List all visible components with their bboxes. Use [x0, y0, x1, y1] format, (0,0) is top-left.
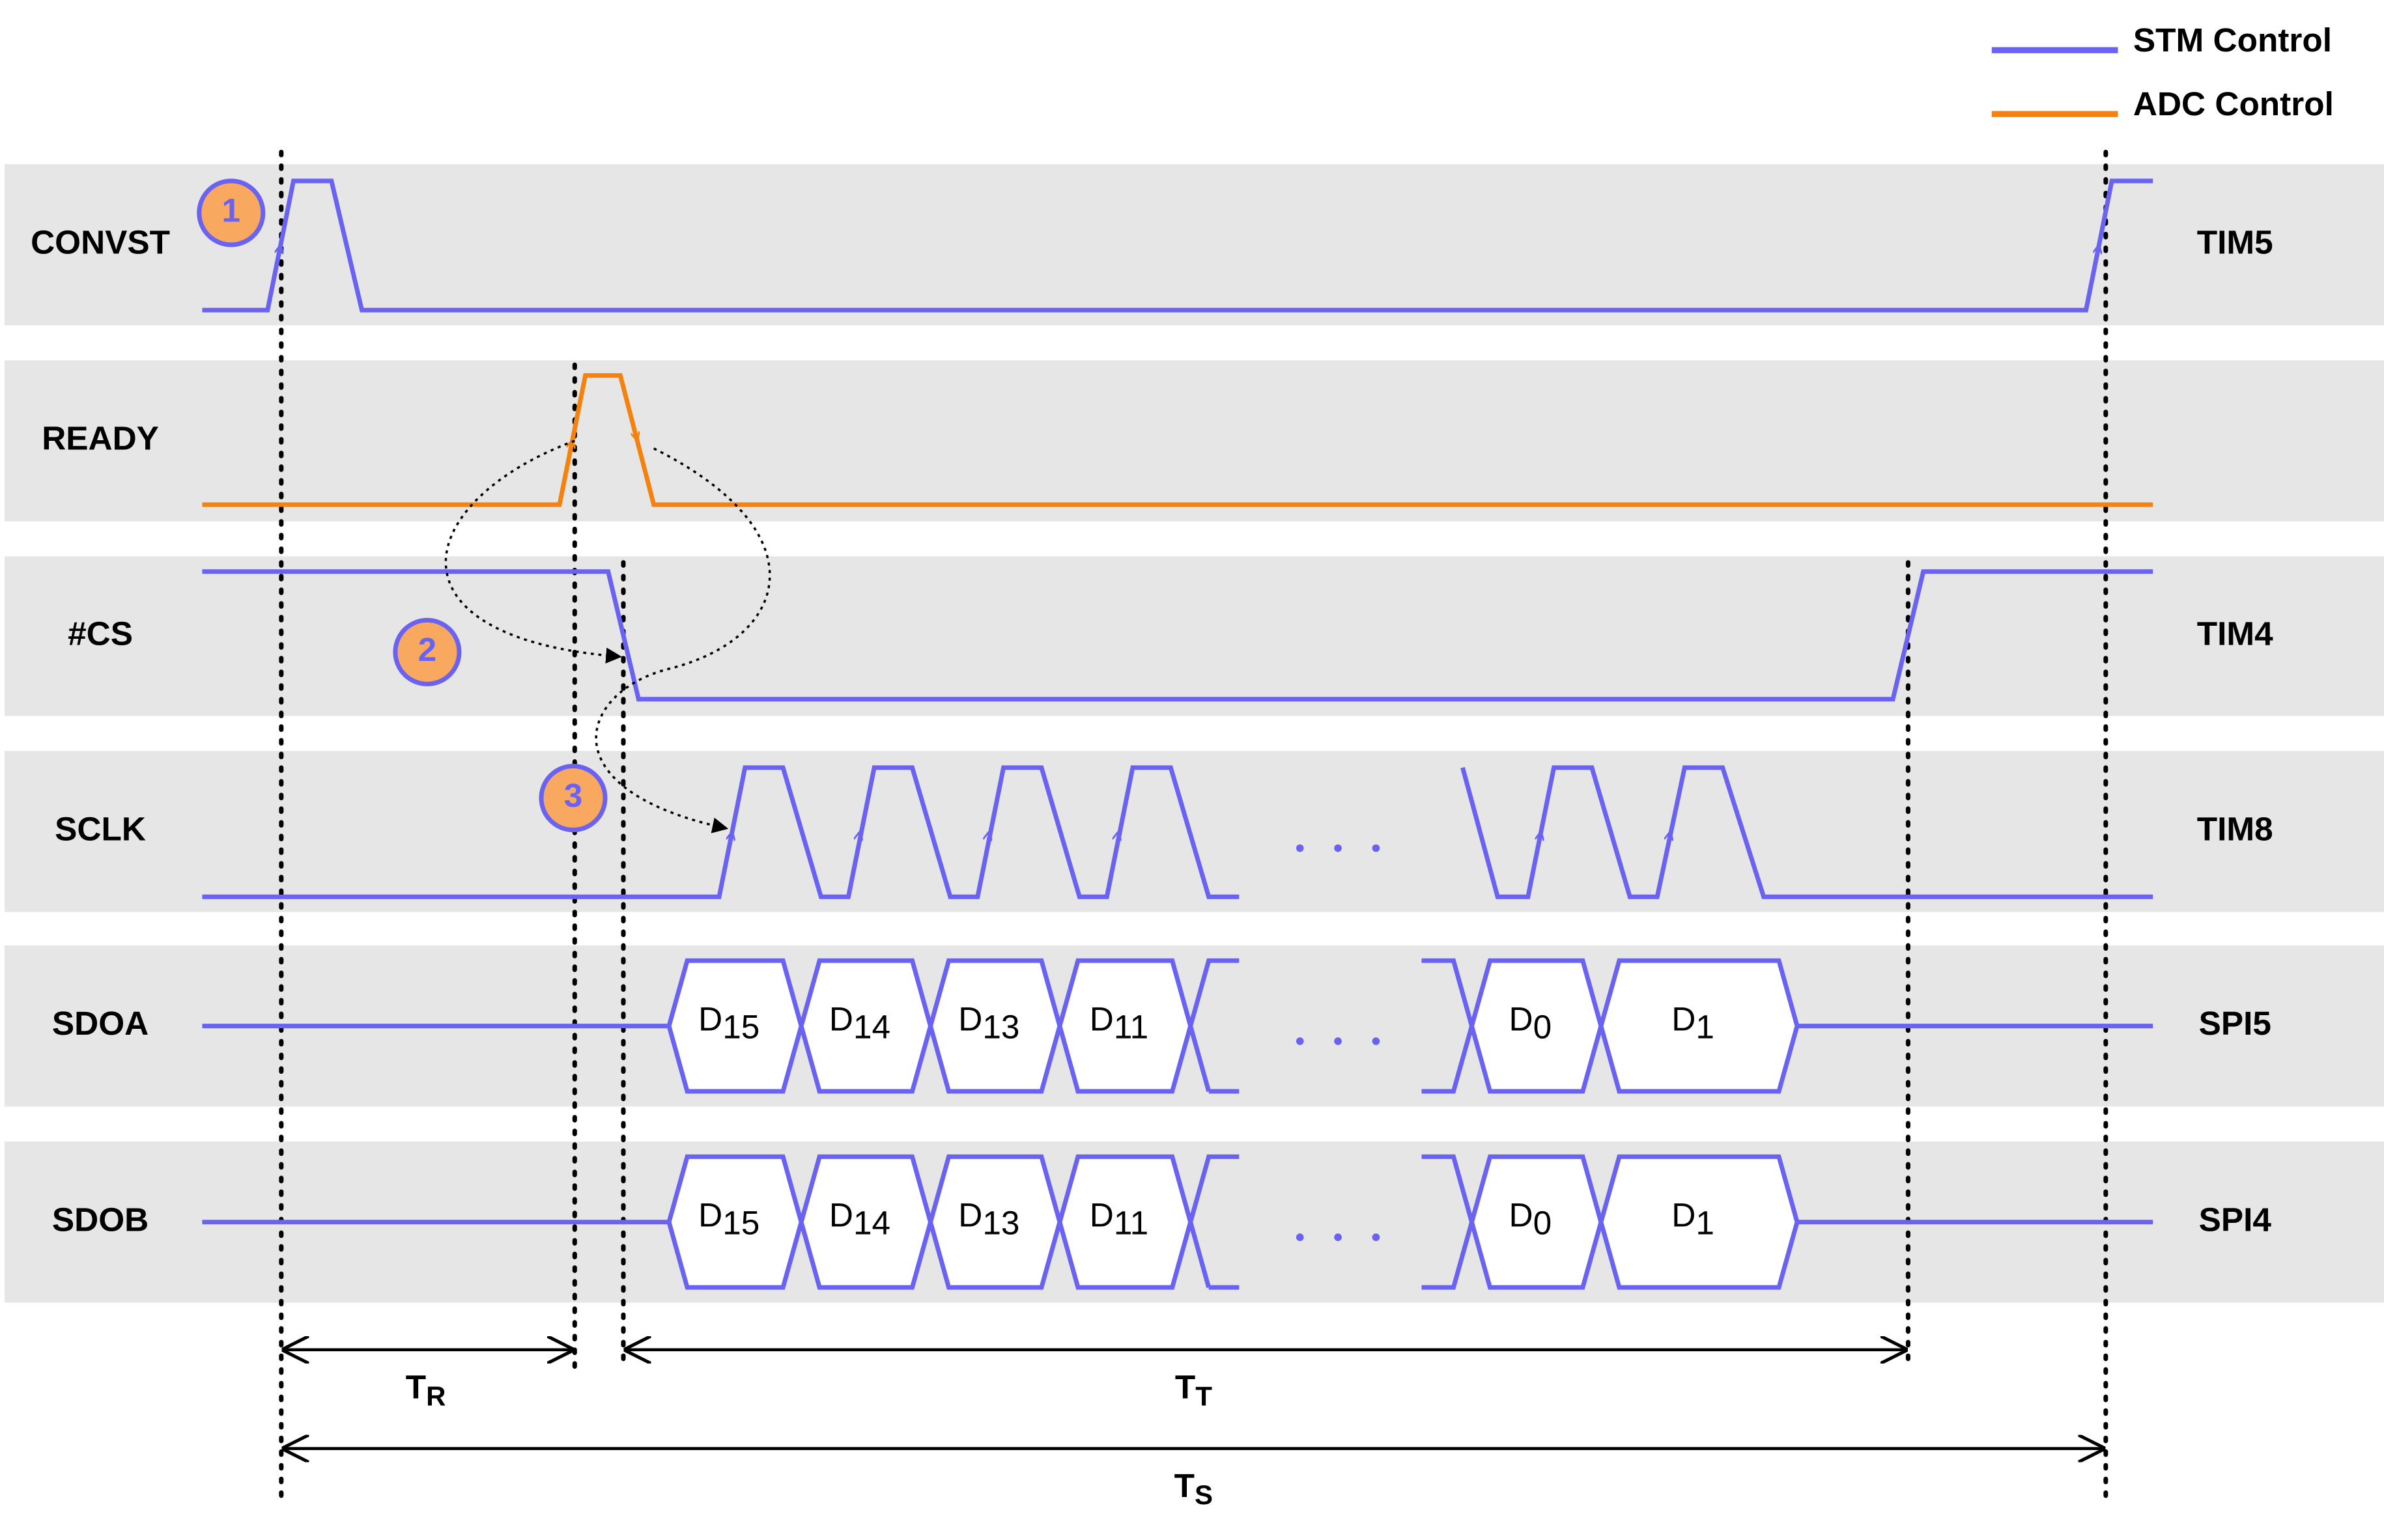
bus-partial	[1421, 958, 1475, 1094]
signal-label: SCLK	[55, 810, 146, 847]
data-label: D13	[958, 1000, 1019, 1045]
interval-label: TR	[406, 1368, 446, 1412]
data-label-main: D	[1509, 1000, 1533, 1037]
bus-partial	[1421, 1154, 1475, 1290]
data-label-sub: 0	[1533, 1204, 1552, 1241]
bus-partial	[1188, 1221, 1212, 1289]
ellipsis-dot	[1372, 1233, 1380, 1241]
data-label: D13	[958, 1196, 1019, 1241]
data-cell	[1598, 958, 1800, 1094]
data-label-main: D	[1671, 1000, 1696, 1037]
signal-label: READY	[42, 420, 159, 457]
ellipsis-dot	[1296, 1037, 1304, 1045]
data-label-main: D	[1090, 1000, 1114, 1037]
data-label-main: D	[1671, 1196, 1696, 1233]
bus-partial	[1188, 1154, 1240, 1223]
ellipsis-dot	[1334, 1233, 1342, 1241]
sclk-wave	[202, 765, 1240, 899]
data-label-main: D	[698, 1196, 722, 1233]
ellipsis-dot	[1334, 1037, 1342, 1045]
data-label: D1	[1671, 1196, 1714, 1241]
peripheral-label: SPI5	[2199, 1005, 2271, 1042]
data-cell	[1598, 1154, 1800, 1290]
interval-sub: S	[1195, 1479, 1213, 1510]
interval-main: T	[1174, 1467, 1195, 1504]
ready-wave	[202, 373, 2153, 507]
bus-partial	[1188, 1025, 1212, 1092]
peripheral-label: TIM4	[2197, 615, 2273, 652]
interval-main: T	[1175, 1368, 1195, 1405]
convst-wave	[202, 178, 2153, 313]
row-band	[5, 751, 2384, 912]
data-label-sub: 11	[1114, 1008, 1148, 1045]
interval-main: T	[406, 1368, 426, 1405]
signal-label: #CS	[68, 615, 133, 652]
ellipsis-dot	[1372, 844, 1380, 852]
step-marker	[393, 617, 462, 686]
data-label-sub: 15	[722, 1204, 759, 1241]
data-label-sub: 1	[1696, 1204, 1714, 1241]
interval-sub: R	[426, 1381, 446, 1412]
peripheral-label: TIM5	[2197, 223, 2273, 260]
step-marker	[197, 178, 266, 247]
data-label-sub: 1	[1696, 1008, 1714, 1045]
data-label: D15	[698, 1196, 759, 1241]
interval-sub: T	[1195, 1381, 1212, 1412]
row-band	[5, 164, 2384, 326]
data-label: D0	[1509, 1000, 1552, 1045]
data-label: D14	[829, 1000, 890, 1045]
data-label-sub: 13	[982, 1008, 1019, 1045]
signal-label: SDOB	[52, 1201, 149, 1238]
data-label-main: D	[829, 1196, 853, 1233]
data-label-main: D	[958, 1196, 982, 1233]
sclk-wave	[1460, 765, 2153, 899]
ellipsis-dot	[1296, 1233, 1304, 1241]
bus-partial	[1188, 958, 1240, 1027]
ellipsis-dot	[1334, 844, 1342, 852]
ellipsis-dot	[1296, 844, 1304, 852]
data-label: D14	[829, 1196, 890, 1241]
data-label: D15	[698, 1000, 759, 1045]
step-number: 2	[418, 631, 437, 668]
data-label-sub: 13	[982, 1204, 1019, 1241]
data-label-sub: 11	[1114, 1204, 1148, 1241]
data-label-main: D	[698, 1000, 722, 1037]
ellipsis-dot	[1372, 1037, 1380, 1045]
data-label: D11	[1090, 1196, 1148, 1241]
row-band	[5, 360, 2384, 522]
data-label-sub: 0	[1533, 1008, 1552, 1045]
step-marker	[539, 763, 608, 833]
data-label-main: D	[829, 1000, 853, 1037]
signal-label: SDOA	[52, 1005, 149, 1042]
interval-label: TS	[1174, 1467, 1213, 1511]
step-number: 1	[222, 191, 241, 229]
data-label-main: D	[1090, 1196, 1114, 1233]
flow-arrow	[595, 447, 771, 833]
cs-wave	[202, 569, 2153, 702]
interval-label: TT	[1175, 1368, 1212, 1412]
data-label-sub: 14	[853, 1204, 890, 1241]
step-number: 3	[564, 777, 583, 814]
signal-label: CONVST	[31, 223, 170, 260]
data-label: D1	[1671, 1000, 1714, 1045]
row-band	[5, 556, 2384, 716]
data-label-main: D	[1509, 1196, 1533, 1233]
peripheral-label: TIM8	[2197, 810, 2273, 847]
data-label: D11	[1090, 1000, 1148, 1045]
flow-arrow	[444, 440, 622, 664]
peripheral-label: SPI4	[2199, 1201, 2272, 1238]
data-label-sub: 14	[853, 1008, 890, 1045]
legend-label: ADC Control	[2133, 85, 2334, 122]
data-label-sub: 15	[722, 1008, 759, 1045]
data-label-main: D	[958, 1000, 982, 1037]
data-label: D0	[1509, 1196, 1552, 1241]
legend-label: STM Control	[2133, 21, 2332, 59]
